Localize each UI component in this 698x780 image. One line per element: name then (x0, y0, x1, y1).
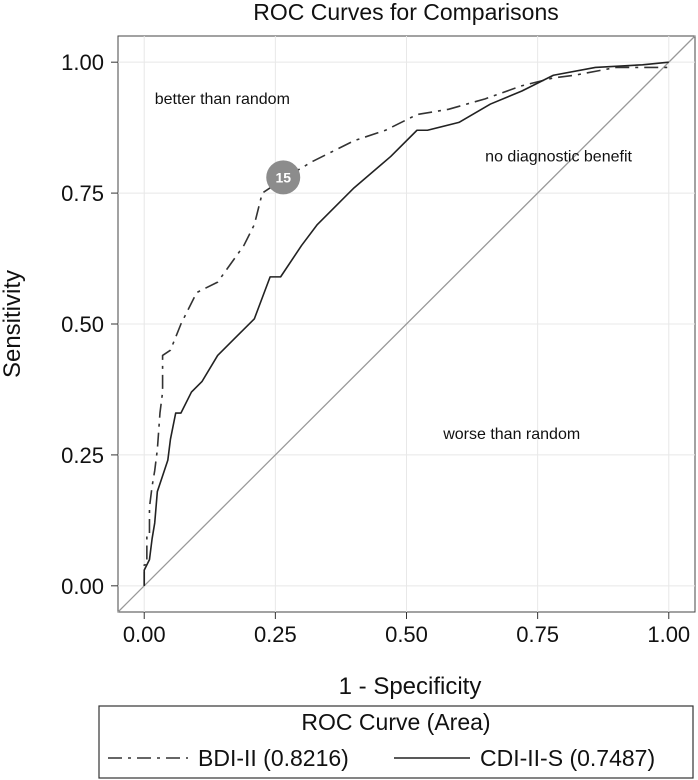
x-tick-label-4: 1.00 (647, 622, 690, 647)
legend-title: ROC Curve (Area) (301, 709, 490, 735)
chart-title: ROC Curves for Comparisons (253, 0, 558, 25)
x-tick-label-3: 0.75 (516, 622, 559, 647)
legend-label-cdi: CDI-II-S (0.7487) (480, 745, 655, 771)
annotation-0: better than random (155, 91, 290, 108)
y-tick-label-1: 0.25 (61, 443, 104, 468)
x-axis-title: 1 - Specificity (339, 673, 482, 700)
marker-label: 15 (275, 169, 291, 185)
legend-label-bdi: BDI-II (0.8216) (198, 745, 349, 771)
x-tick-label-0: 0.00 (123, 622, 166, 647)
y-tick-label-2: 0.50 (61, 312, 104, 337)
y-tick-label-4: 1.00 (61, 50, 104, 75)
legend-box (98, 705, 694, 779)
y-tick-label-3: 0.75 (61, 181, 104, 206)
grid-lines (118, 36, 695, 612)
y-axis: 0.00 0.25 0.50 0.75 1.00 (61, 50, 118, 599)
y-axis-title: Sensitivity (0, 270, 26, 378)
reference-diagonal-line (117, 35, 696, 613)
point-marker: 15 (266, 160, 301, 195)
marker-circle (266, 160, 301, 195)
cdi-ii-s-curve (143, 61, 669, 586)
x-tick-label-1: 0.25 (254, 622, 297, 647)
x-axis: 0.00 0.25 0.50 0.75 1.00 (123, 612, 690, 647)
x-tick-label-2: 0.50 (385, 622, 428, 647)
y-tick-label-0: 0.00 (61, 574, 104, 599)
annotation-1: no diagnostic benefit (485, 149, 632, 166)
bdi-ii-curve (143, 66, 669, 586)
series-lines (117, 35, 696, 613)
annotations: better than random no diagnostic benefit w… (155, 91, 633, 443)
annotation-2: worse than random (442, 426, 580, 443)
